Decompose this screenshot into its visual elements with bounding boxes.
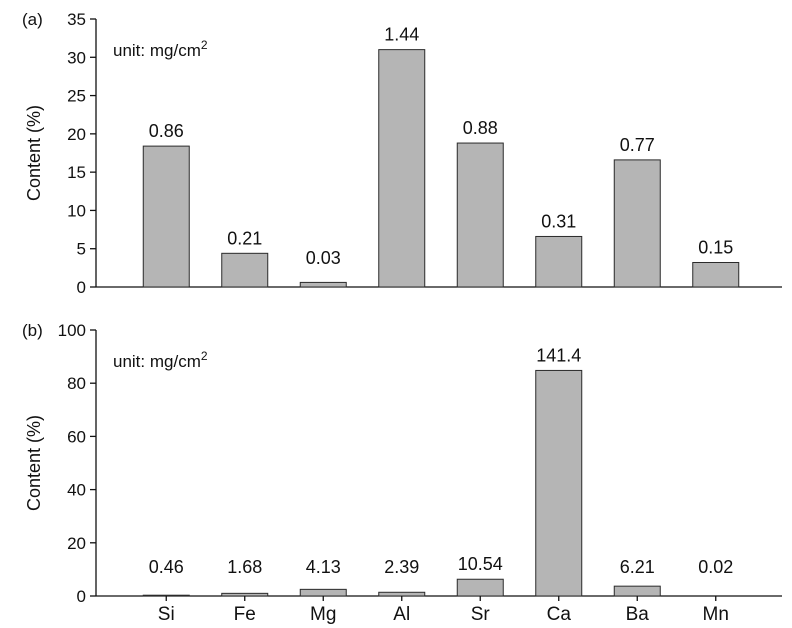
bar-value-label: 141.4 (536, 345, 581, 365)
x-category-label: Sr (471, 604, 491, 625)
bar (456, 142, 504, 288)
bar-value-label: 0.46 (149, 557, 184, 577)
x-category-label: Si (158, 604, 175, 625)
y-tick-label: 25 (67, 87, 86, 106)
x-category-label: Mg (310, 604, 336, 625)
y-tick-label: 30 (67, 48, 86, 67)
bar-value-label: 0.77 (620, 135, 655, 155)
bar (692, 261, 740, 288)
bar-value-label: 0.31 (541, 211, 576, 231)
bar (142, 594, 190, 597)
bar (221, 592, 269, 597)
bar (299, 588, 347, 597)
y-axis-label: Content (%) (24, 105, 44, 201)
y-tick-label: 0 (77, 587, 86, 606)
unit-note: unit: mg/cm2 (113, 38, 208, 60)
bar-value-label: 0.03 (306, 248, 341, 268)
bar-value-label: 0.21 (227, 228, 262, 248)
y-tick-label: 40 (67, 481, 86, 500)
bar (299, 281, 347, 288)
x-category-label: Fe (234, 604, 256, 625)
y-tick-label: 100 (58, 321, 86, 340)
y-tick-label: 15 (67, 163, 86, 182)
y-tick-label: 80 (67, 374, 86, 393)
unit-note: unit: mg/cm2 (113, 349, 208, 371)
bar (378, 591, 426, 597)
bar (535, 369, 583, 597)
x-category-label: Ca (547, 604, 572, 625)
bar (613, 159, 661, 288)
bar-value-label: 2.39 (384, 557, 419, 577)
bar (456, 578, 504, 597)
panel-b: 0 20 40 60 80 100 Content (%) (b) unit: mg/cm2 0.… (22, 321, 782, 625)
bar-value-label: 1.68 (227, 557, 262, 577)
y-tick-label: 10 (67, 201, 86, 220)
bar-value-label: 1.44 (384, 25, 419, 45)
bar (535, 235, 583, 288)
bar (378, 49, 426, 288)
bar-value-label: 10.54 (458, 554, 503, 574)
bar (221, 252, 269, 288)
panel-a: 0 5 10 15 20 25 30 35 Content (%) (a) unit: mg/cm2… (22, 10, 782, 297)
y-tick-label: 0 (77, 278, 86, 297)
bar-value-label: 0.15 (698, 237, 733, 257)
bar-value-label: 4.13 (306, 557, 341, 577)
y-tick-label: 60 (67, 427, 86, 446)
y-tick-label: 5 (77, 240, 86, 259)
y-axis-label: Content (%) (24, 415, 44, 511)
y-tick-label: 35 (67, 10, 86, 29)
x-category-label: Al (393, 604, 410, 625)
bar-value-label: 6.21 (620, 557, 655, 577)
panel-label: (a) (22, 10, 43, 29)
bar (613, 585, 661, 597)
y-tick-label: 20 (67, 534, 86, 553)
x-category-label: Ba (626, 604, 650, 625)
bar-value-label: 0.88 (463, 118, 498, 138)
bar-value-label: 0.86 (149, 121, 184, 141)
bar (142, 145, 190, 288)
bar-value-label: 0.02 (698, 557, 733, 577)
y-tick-label: 20 (67, 125, 86, 144)
x-category-label: Mn (703, 604, 729, 625)
panel-label: (b) (22, 321, 43, 340)
